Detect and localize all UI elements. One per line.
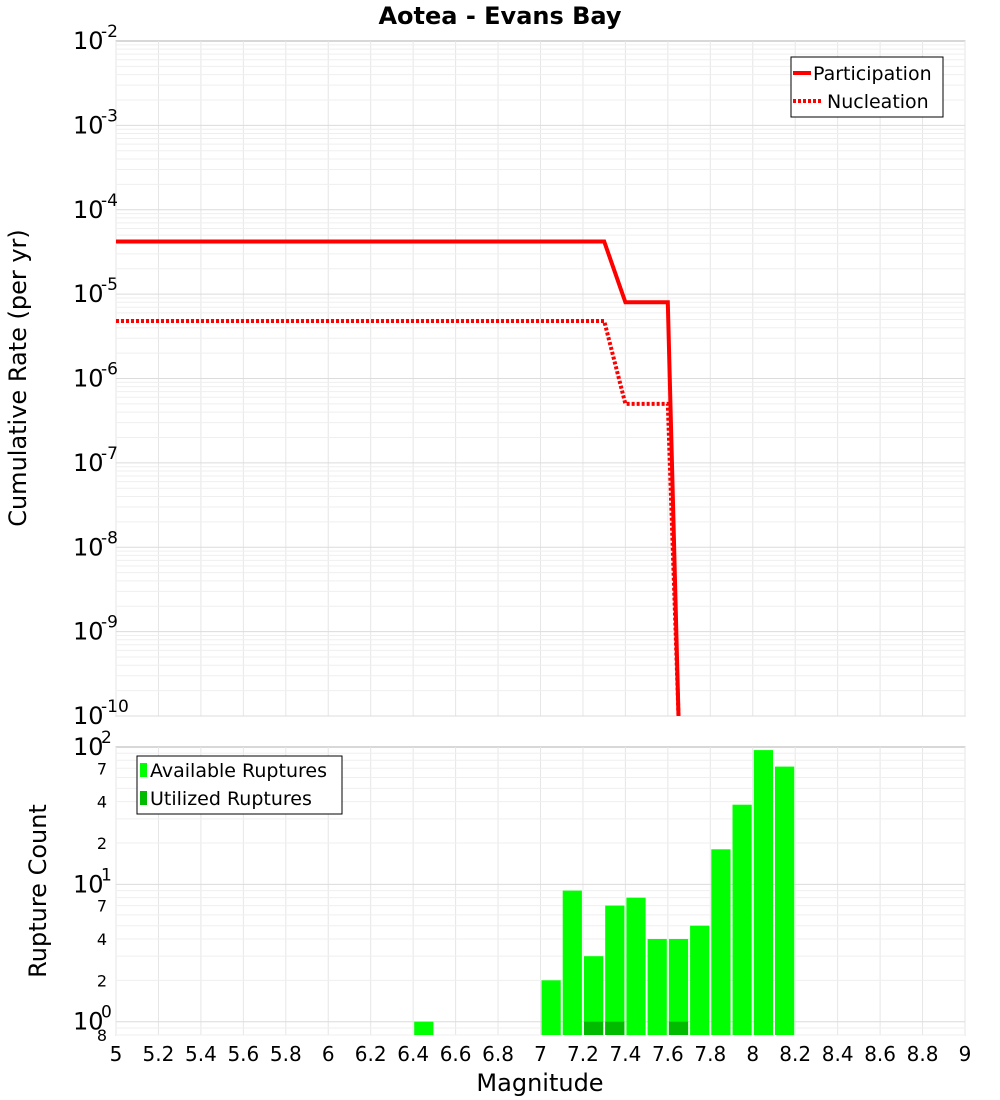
rupture-legend-box <box>136 755 343 815</box>
x-tick-label: 8.4 <box>822 1042 854 1066</box>
rate-y-tick-label: 10 <box>73 280 104 308</box>
rupture-y-minor-tick-label: 4 <box>97 793 107 812</box>
rupture-y-tick-label: 10 <box>73 733 104 761</box>
rate-y-tick-exponent: -2 <box>101 22 118 42</box>
x-tick-label: 5.8 <box>270 1042 302 1066</box>
rate-y-tick-label: 10 <box>73 365 104 393</box>
utilized-ruptures-bar <box>584 1021 604 1035</box>
x-tick-label: 9 <box>959 1042 972 1066</box>
x-tick-label: 6 <box>322 1042 335 1066</box>
legend-label-available: Available Ruptures <box>150 760 327 782</box>
x-tick-label: 7.2 <box>567 1042 599 1066</box>
x-tick-label: 8.6 <box>864 1042 896 1066</box>
available-ruptures-bar <box>584 956 604 1035</box>
x-tick-label: 6.2 <box>355 1042 387 1066</box>
rate-y-tick-labels: 10-210-310-410-510-610-710-810-910-10 <box>73 22 129 730</box>
available-ruptures-bar <box>711 849 731 1035</box>
magnitude-x-tick-labels: 5 5.2 5.4 5.6 5.8 6 6.2 6.4 6.6 6.8 7 7.2 7.4 7.6 7.8 8… <box>110 1042 972 1066</box>
chart-title: Aotea - Evans Bay <box>378 2 621 30</box>
rate-y-tick-label: 10 <box>73 196 104 224</box>
rupture-y-minor-tick-label: 2 <box>97 971 107 990</box>
utilized-ruptures-bar <box>605 1021 625 1035</box>
rupture-y-tick-exponent: 1 <box>101 865 112 885</box>
rupture-y-tick-exponent: 0 <box>101 1003 112 1023</box>
rate-series-line-participation <box>116 239 681 717</box>
x-tick-label: 7 <box>534 1042 547 1066</box>
rate-y-tick-exponent: -6 <box>101 360 118 380</box>
legend-swatch-available <box>140 763 147 777</box>
available-ruptures-bar <box>541 980 561 1035</box>
available-ruptures-bar <box>668 939 689 1035</box>
x-tick-label: 7.8 <box>694 1042 726 1066</box>
available-ruptures-bar <box>626 897 646 1035</box>
rate-y-tick-label: 10 <box>73 533 104 561</box>
rate-y-tick-exponent: -7 <box>101 444 118 464</box>
rate-y-tick-label: 10 <box>73 449 104 477</box>
x-tick-label: 5.6 <box>227 1042 259 1066</box>
x-tick-label: 6.4 <box>397 1042 429 1066</box>
rupture-y-minor-tick-label: 8 <box>97 1026 107 1045</box>
rate-chart: Aotea - Evans Bay 10-210-310-410-510-610… <box>4 2 966 730</box>
rate-y-tick-exponent: -10 <box>101 697 129 717</box>
rate-series-line-nucleation <box>116 319 681 717</box>
legend-swatch-utilized <box>140 791 147 805</box>
rate-y-tick-exponent: -8 <box>101 528 118 548</box>
rate-series-group <box>116 239 681 717</box>
available-ruptures-bar <box>732 804 752 1035</box>
rupture-y-tick-exponent: 2 <box>101 728 112 748</box>
x-tick-label: 5.4 <box>185 1042 217 1066</box>
x-tick-label: 5 <box>110 1042 123 1066</box>
rate-y-tick-label: 10 <box>73 27 104 55</box>
available-ruptures-bar <box>647 939 667 1035</box>
rupture-legend: Available Ruptures Utilized Ruptures <box>136 755 343 815</box>
x-axis-label: Magnitude <box>476 1069 603 1097</box>
available-ruptures-bar <box>562 890 582 1035</box>
x-tick-label: 8.2 <box>779 1042 811 1066</box>
available-ruptures-bar <box>690 925 710 1035</box>
x-tick-label: 6.6 <box>440 1042 472 1066</box>
x-tick-label: 5.2 <box>143 1042 175 1066</box>
rate-y-tick-exponent: -9 <box>101 613 118 633</box>
x-tick-label: 8.8 <box>907 1042 939 1066</box>
legend-label-nucleation: Nucleation <box>827 91 929 113</box>
legend-label-utilized: Utilized Ruptures <box>150 788 312 810</box>
rupture-y-minor-tick-label: 4 <box>97 930 107 949</box>
rupture-y-minor-tick-label: 7 <box>97 759 107 778</box>
rate-y-tick-label: 10 <box>73 618 104 646</box>
available-ruptures-bar <box>753 750 773 1035</box>
rupture-y-tick-label: 10 <box>73 1008 104 1036</box>
rupture-y-axis-label: Rupture Count <box>24 804 52 978</box>
available-ruptures-bar <box>414 1021 434 1035</box>
rate-grid <box>115 41 966 717</box>
x-tick-label: 8 <box>746 1042 759 1066</box>
rate-y-tick-exponent: -4 <box>101 191 118 211</box>
utilized-ruptures-bar <box>668 1021 689 1035</box>
x-tick-label: 6.8 <box>482 1042 514 1066</box>
rupture-y-tick-label: 10 <box>73 870 104 898</box>
x-tick-label: 7.6 <box>652 1042 684 1066</box>
rate-legend: Participation Nucleation <box>790 56 944 118</box>
rate-y-tick-exponent: -5 <box>101 275 118 295</box>
rate-y-tick-label: 10 <box>73 111 104 139</box>
legend-label-participation: Participation <box>813 63 932 85</box>
available-ruptures-bar <box>775 766 795 1035</box>
rupture-y-minor-tick-label: 7 <box>97 897 107 916</box>
x-tick-label: 7.4 <box>609 1042 641 1066</box>
rupture-y-minor-tick-label: 2 <box>97 834 107 853</box>
rate-y-tick-exponent: -3 <box>101 106 118 126</box>
available-ruptures-bar <box>605 905 625 1035</box>
rate-y-axis-label: Cumulative Rate (per yr) <box>4 229 32 527</box>
rupture-bars-group <box>414 750 795 1035</box>
rate-y-tick-label: 10 <box>73 702 104 730</box>
rate-legend-box <box>790 56 944 118</box>
